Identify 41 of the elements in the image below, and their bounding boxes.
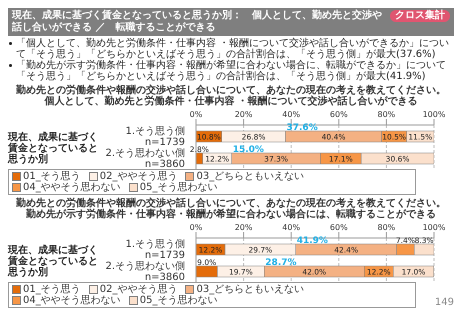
x-tick-label: 80% — [378, 223, 396, 232]
legend-label: 05_そう思わない — [138, 182, 218, 193]
y-tick-label: 2.そう思わない側 n=3860 — [105, 148, 185, 170]
legend-label: 02_ややそう思う — [98, 284, 178, 295]
annotation: 37.6% — [286, 123, 318, 133]
y-axis-title: 現在、成果に基づく賃金となっていると思うか別 — [8, 132, 99, 167]
y-tick-label: 1.そう思う側 n=1739 — [125, 239, 185, 261]
legend-label: 03_どちらともいえない — [195, 284, 304, 295]
chart-subtitle: 個人として、勤め先と労働条件・仕事内容 ・報酬について交渉や話し合いができる — [43, 96, 419, 107]
x-tick-label: 100% — [422, 110, 446, 119]
x-tick-label: 20% — [234, 110, 253, 119]
x-tick-label: 0% — [190, 110, 203, 119]
y-tick-label: 2.そう思わない側 n=3860 — [105, 261, 185, 283]
x-tick-label: 60% — [330, 223, 348, 232]
text: 「勤め先が示す労働条件・仕事内容・報酬が希望に合わない場合に、転職ができるか」について「そう思う」「どちらかといえばそう思う」の合計割合は、「そう思う側」が最大(41.9%) — [15, 60, 447, 82]
legend-label: 05_そう思わない — [138, 295, 218, 306]
x-tick-label: 40% — [282, 110, 300, 119]
y-axis-title: 現在、成果に基づく賃金となっていると思うか別 — [8, 245, 99, 280]
chart-subtitle: 勤め先が示す労働条件・仕事内容・報酬が希望に合わない場合には、転職することができる — [25, 209, 437, 220]
legend-label: 02_ややそう思う — [98, 171, 178, 182]
annotation: 15.0% — [232, 145, 264, 155]
x-tick-label: 20% — [234, 223, 253, 232]
annotation: 41.9% — [296, 236, 328, 246]
legend-label: 03_どちらともいえない — [195, 171, 304, 182]
legend-label: 04_ややそう思わない — [22, 295, 121, 306]
x-tick-label: 0% — [190, 223, 203, 232]
annotation: 28.7% — [265, 258, 297, 268]
x-tick-label: 60% — [330, 110, 348, 119]
x-tick-label: 40% — [282, 223, 300, 232]
legend-label: 01_そう思う — [22, 284, 81, 295]
y-tick-label: 1.そう思う側 n=1739 — [125, 126, 185, 148]
text: クロス集計 — [390, 10, 450, 22]
text: 現在、成果に基づく賃金となっていると思うか別： 個人として、勤め先と交渉や話し合いができる ／ 転職することができる — [12, 10, 382, 33]
text: 「個人として、勤め先と労働条件・仕事内容 ・報酬について交渉や話し合いができるか」について「そう思う」「どちらかといえばそう思う」の合計割合は、「そう思う側」が最大(37.6%) — [15, 38, 450, 60]
legend-label: 01_そう思う — [22, 171, 81, 182]
chart-title: 勤め先との労働条件や報酬の交渉や話し合いについて、あなたの現在の考えを教えてください。 — [15, 85, 447, 96]
x-tick-label: 80% — [378, 110, 396, 119]
x-tick-label: 100% — [422, 223, 446, 232]
legend-label: 04_ややそう思わない — [22, 182, 121, 193]
text: 149 — [434, 297, 454, 308]
chart-title: 勤め先との労働条件や報酬の交渉や話し合いについて、あなたの現在の考えを教えてください。 — [15, 198, 447, 209]
